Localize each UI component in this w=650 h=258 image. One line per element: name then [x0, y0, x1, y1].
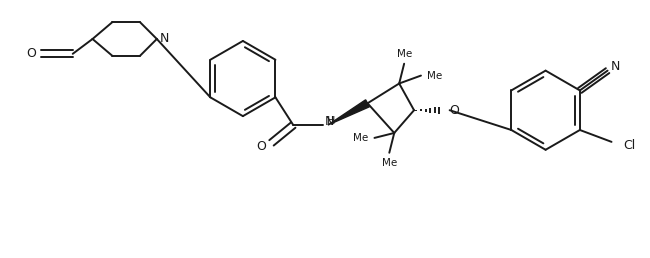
Text: Me: Me: [396, 49, 411, 59]
Polygon shape: [328, 100, 369, 125]
Text: O: O: [257, 140, 266, 153]
Text: Me: Me: [427, 71, 443, 80]
Text: O: O: [26, 47, 36, 60]
Text: N: N: [325, 115, 334, 128]
Text: Cl: Cl: [623, 139, 636, 152]
Text: Me: Me: [382, 158, 397, 168]
Text: N: N: [611, 60, 620, 73]
Text: H: H: [327, 116, 335, 126]
Text: Me: Me: [353, 133, 369, 143]
Text: O: O: [450, 104, 460, 117]
Text: N: N: [160, 33, 169, 45]
